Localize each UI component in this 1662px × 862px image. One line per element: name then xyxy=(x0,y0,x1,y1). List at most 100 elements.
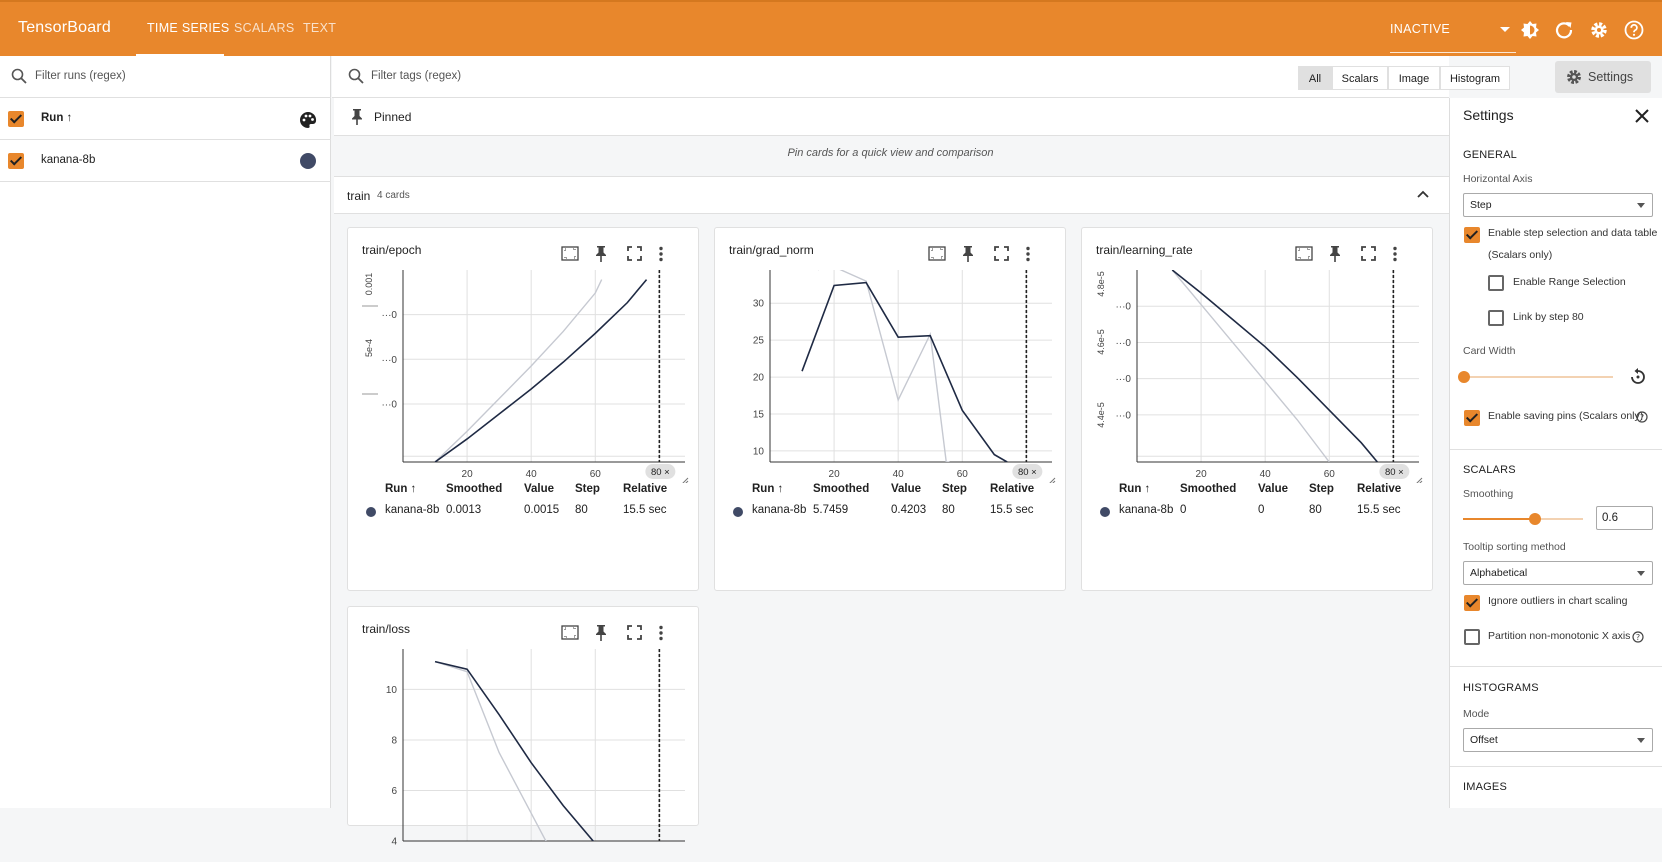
type-filter-histogram[interactable]: Histogram xyxy=(1440,66,1510,90)
cell-relative: 15.5 sec xyxy=(1357,504,1401,516)
more-vert-dot xyxy=(1026,257,1030,262)
divider xyxy=(1450,449,1662,450)
refresh-icon[interactable] xyxy=(1554,20,1574,40)
smoothing-slider-thumb[interactable] xyxy=(1529,513,1541,525)
y-tick-label: ···0 xyxy=(381,355,397,366)
select-all-checkbox[interactable] xyxy=(8,111,24,127)
col-run[interactable]: Run ↑ xyxy=(385,483,417,495)
fullscreen-icon-shape xyxy=(994,246,1009,261)
saving-pins-checkbox[interactable] xyxy=(1464,410,1480,426)
smoothing-input[interactable]: 0.6 xyxy=(1596,506,1653,530)
tab-scalars[interactable]: SCALARS xyxy=(234,21,295,35)
scalar-card[interactable]: train/learning_rate 20 40 60 ···0 ···0 ···0 ··… xyxy=(1081,227,1433,591)
more-vert-dot xyxy=(1393,246,1397,251)
cell-smoothed: 0.0013 xyxy=(446,504,482,516)
run-row[interactable]: kanana-8b xyxy=(0,140,331,182)
type-filter-scalars[interactable]: Scalars xyxy=(1332,66,1388,90)
col-run[interactable]: Run ↑ xyxy=(1119,483,1151,495)
svg-text:?: ? xyxy=(1640,413,1644,422)
resize-handle xyxy=(1416,477,1423,483)
card-title: train/grad_norm xyxy=(729,243,814,257)
col-run[interactable]: Run ↑ xyxy=(752,483,784,495)
help-icon[interactable]: ? xyxy=(1636,411,1648,423)
cell-step: 80 xyxy=(942,504,955,516)
range-selection-checkbox[interactable] xyxy=(1488,275,1504,291)
runs-filter-input[interactable]: Filter runs (regex) xyxy=(35,70,126,82)
chevron-down-icon[interactable] xyxy=(1500,27,1510,32)
chevron-up-icon[interactable] xyxy=(1417,189,1429,199)
raw-series-line xyxy=(434,660,547,841)
help-icon[interactable]: ? xyxy=(1632,631,1644,643)
tag-filter-bar: Filter tags (regex) All Scalars Image Hi… xyxy=(332,56,1651,98)
pin-icon xyxy=(596,246,606,262)
histogram-mode-select[interactable]: Offset xyxy=(1463,728,1653,752)
histogram-mode-label: Mode xyxy=(1463,708,1490,720)
cell-value: 0 xyxy=(1258,504,1265,516)
step-marker-label: 80 × xyxy=(651,467,670,478)
pin-icon xyxy=(596,625,606,641)
reset-icon[interactable] xyxy=(1628,367,1648,387)
tooltip-sort-select[interactable]: Alphabetical xyxy=(1463,561,1653,585)
fit-icon-corners xyxy=(931,248,943,259)
line-chart[interactable]: 20 40 60 30 25 20 15 10 80 × xyxy=(715,228,1067,483)
smoothing-slider[interactable] xyxy=(1463,513,1583,525)
scalar-card[interactable]: train/loss 10 8 6 4 xyxy=(347,606,699,848)
type-filter-all[interactable]: All xyxy=(1298,66,1332,90)
run-column-header[interactable]: Run ↑ xyxy=(41,112,73,124)
link-by-step-label: Link by step 80 xyxy=(1513,311,1584,323)
tab-time-series[interactable]: TIME SERIES xyxy=(147,21,230,35)
scalar-card[interactable]: train/grad_norm 20 40 60 30 25 20 15 10 80 × Run… xyxy=(714,227,1066,591)
status-select[interactable]: INACTIVE xyxy=(1390,22,1451,36)
settings-button[interactable]: Settings xyxy=(1555,61,1651,93)
link-by-step-checkbox[interactable] xyxy=(1488,310,1504,326)
step-selection-checkbox[interactable] xyxy=(1464,227,1480,243)
tag-filter-input[interactable]: Filter tags (regex) xyxy=(371,70,462,82)
settings-title: Settings xyxy=(1463,107,1514,123)
cell-relative: 15.5 sec xyxy=(990,504,1034,516)
more-vert-dot xyxy=(659,636,663,641)
smoothing-slider-fill xyxy=(1463,518,1535,520)
card-width-slider[interactable] xyxy=(1458,371,1613,383)
run-checkbox[interactable] xyxy=(8,153,24,169)
tab-text[interactable]: TEXT xyxy=(303,21,337,35)
card-width-slider-thumb[interactable] xyxy=(1458,371,1470,383)
search-icon xyxy=(11,68,27,84)
run-color-swatch[interactable] xyxy=(300,153,316,169)
card-title: train/loss xyxy=(362,622,411,636)
close-icon[interactable] xyxy=(1634,108,1650,124)
y-tick-label: ···0 xyxy=(381,399,397,410)
line-chart[interactable]: 20 40 60 ···0 ···0 ···0 0.001 5e-4 80 × xyxy=(348,228,700,483)
pinned-section: Pinned xyxy=(334,98,1449,136)
runs-panel: Filter runs (regex) Run ↑ kanana-8b xyxy=(0,56,331,808)
resize-handle xyxy=(682,477,689,483)
pin-icon-shape xyxy=(596,625,606,641)
y-tick-label: 6 xyxy=(391,786,397,797)
help-icon[interactable] xyxy=(1624,20,1644,40)
y-tick-label: 20 xyxy=(753,373,765,384)
type-filter-image[interactable]: Image xyxy=(1388,66,1440,90)
cell-value: 0.4203 xyxy=(891,504,927,516)
scalar-card[interactable]: train/epoch 20 40 60 ···0 ···0 ···0 0.001 5e-4 8… xyxy=(347,227,699,591)
y-side-label: 4.6e-5 xyxy=(1096,329,1106,355)
palette-icon[interactable] xyxy=(299,111,317,129)
step-marker-chip xyxy=(645,464,676,479)
line-chart[interactable]: 20 40 60 ···0 ···0 ···0 ···0 4.8e-5 4.6e-5 4.4e-5… xyxy=(1082,228,1434,483)
search-icon xyxy=(348,68,364,84)
col-step: Step xyxy=(942,483,967,495)
horizontal-axis-select[interactable]: Step xyxy=(1463,193,1653,217)
partition-checkbox[interactable] xyxy=(1464,629,1480,645)
ignore-outliers-checkbox[interactable] xyxy=(1464,595,1480,611)
card-title: train/epoch xyxy=(362,243,422,257)
pinned-label: Pinned xyxy=(374,110,412,124)
y-side-label: 5e-4 xyxy=(364,339,374,357)
pinned-empty-message: Pin cards for a quick view and compariso… xyxy=(787,147,994,159)
line-chart[interactable]: 10 8 6 4 xyxy=(348,607,700,862)
brightness-icon[interactable] xyxy=(1520,20,1540,40)
fit-icon-frame xyxy=(1295,246,1313,261)
fit-icon-corners xyxy=(564,248,576,259)
gear-icon[interactable] xyxy=(1589,20,1609,40)
card-group-header[interactable]: train 4 cards xyxy=(334,176,1449,214)
runs-filter[interactable]: Filter runs (regex) xyxy=(0,56,331,98)
smoothed-series-line xyxy=(1171,270,1378,462)
main-content: Filter tags (regex) All Scalars Image Hi… xyxy=(332,56,1651,848)
